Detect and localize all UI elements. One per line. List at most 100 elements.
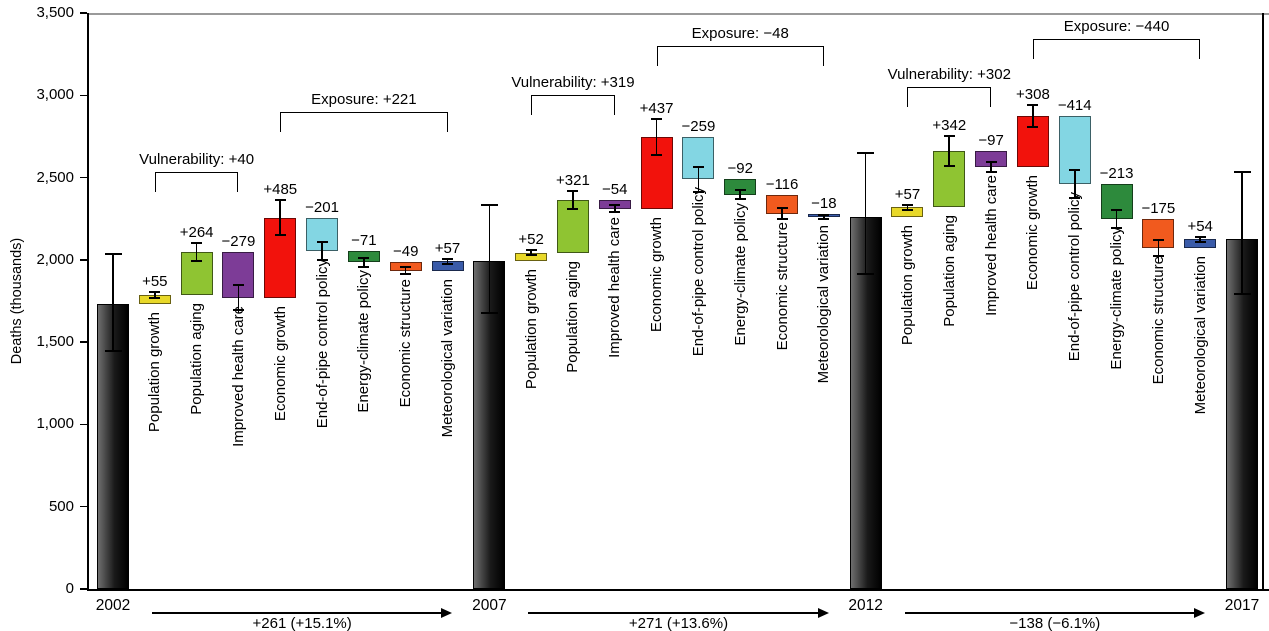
year-error-bar-cap: [1233, 293, 1251, 296]
factor-error-bar: [906, 204, 909, 210]
factor-error-bar-cap: [818, 217, 830, 220]
year-error-bar: [112, 254, 114, 352]
year-error-bar-cap: [480, 311, 498, 314]
exposure-bracket: [280, 112, 448, 132]
year-error-bar-cap: [857, 273, 875, 275]
year-label: 2002: [95, 597, 131, 614]
factor-name-label: Population growth: [522, 269, 540, 390]
factor-error-bar-cap: [567, 189, 579, 192]
year-label: 2007: [472, 597, 507, 614]
y-tick: [80, 12, 87, 14]
factor-error-bar-cap: [1069, 169, 1081, 172]
factor-name-label: Improved health care: [606, 216, 624, 358]
factor-error-bar-cap: [1111, 227, 1123, 230]
factor-error-bar-cap: [734, 198, 746, 201]
factor-error-bar: [697, 167, 700, 192]
factor-error-bar-cap: [901, 208, 913, 211]
y-tick-label: 1,000: [36, 415, 74, 433]
net-change-arrow: [904, 612, 1196, 614]
year-error-bar: [1241, 172, 1243, 295]
year-label: 2012: [848, 597, 883, 614]
exposure-label: Exposure: +221: [311, 91, 417, 108]
factor-error-bar-cap: [400, 272, 412, 275]
year-error-bar-cap: [480, 204, 498, 207]
factor-value-label: −175: [1141, 200, 1176, 218]
exposure-bracket: [656, 46, 824, 66]
factor-error-bar-cap: [316, 258, 328, 261]
plot-right-border: [1262, 13, 1264, 589]
year-error-bar: [864, 153, 867, 274]
factor-name-label: Population aging: [940, 215, 958, 327]
factor-error-bar: [655, 118, 658, 155]
factor-error-bar: [739, 189, 742, 200]
factor-error-bar: [990, 161, 992, 172]
factor-error-bar-cap: [692, 190, 704, 193]
factor-value-label: +437: [639, 99, 674, 117]
y-tick: [80, 505, 87, 508]
factor-error-bar-cap: [358, 257, 370, 260]
factor-error-bar-cap: [442, 262, 454, 265]
factor-error-bar-cap: [442, 257, 454, 260]
factor-value-label: +264: [179, 223, 214, 241]
factor-name-label: Energy-climate policy: [731, 202, 749, 346]
factor-error-bar-cap: [943, 164, 955, 167]
factor-value-label: −54: [602, 180, 628, 198]
net-change-label: +261 (+15.1%): [252, 615, 352, 631]
factor-error-bar: [1032, 105, 1034, 127]
factor-error-bar: [948, 136, 951, 166]
x-axis: [87, 589, 1269, 591]
y-tick: [80, 423, 87, 426]
factor-error-bar: [781, 207, 783, 220]
factor-error-bar-cap: [232, 308, 244, 311]
factor-name-label: Meteorological variation: [815, 224, 833, 383]
factor-value-label: −92: [727, 160, 753, 178]
year-error-bar-cap: [104, 253, 122, 256]
factor-value-label: −414: [1057, 97, 1092, 115]
factor-error-bar-cap: [1069, 197, 1081, 200]
factor-error-bar: [446, 258, 449, 264]
factor-value-label: −116: [765, 175, 799, 193]
year-bar: [849, 216, 882, 589]
factor-error-bar-cap: [274, 234, 286, 236]
year-error-bar-cap: [857, 152, 875, 155]
factor-error-bar-cap: [1194, 235, 1206, 238]
factor-error-bar: [1115, 210, 1118, 229]
year-error-bar-cap: [104, 350, 122, 353]
factor-name-label: Population growth: [898, 224, 916, 345]
factor-name-label: Economic growth: [271, 305, 289, 421]
factor-name-label: End-of-pipe control policy: [313, 258, 331, 429]
y-axis-title: Deaths (thousands): [9, 237, 25, 365]
y-tick-label: 0: [65, 580, 74, 597]
factor-error-bar: [363, 258, 365, 267]
factor-error-bar: [572, 190, 574, 209]
factor-error-bar-cap: [1111, 209, 1123, 212]
y-tick-label: 2,500: [36, 168, 74, 186]
year-error-bar-cap: [1233, 171, 1251, 174]
factor-value-label: +57: [894, 185, 921, 203]
factor-value-label: −213: [1099, 165, 1134, 183]
factor-value-label: +54: [1187, 217, 1213, 235]
factor-error-bar-cap: [734, 188, 746, 191]
factor-name-label: Population aging: [188, 303, 206, 415]
factor-value-label: +308: [1016, 86, 1050, 104]
year-bar: [473, 261, 506, 589]
factor-value-label: +321: [556, 171, 590, 189]
vulnerability-bracket: [154, 172, 239, 192]
factor-error-bar-cap: [609, 204, 621, 207]
factor-name-label: Improved health care: [982, 174, 1000, 316]
factor-error-bar-cap: [149, 297, 161, 300]
factor-error-bar-cap: [316, 240, 328, 243]
factor-name-label: Population aging: [564, 260, 582, 373]
net-change-arrow: [152, 612, 444, 614]
factor-error-bar-cap: [358, 265, 370, 268]
factor-error-bar-cap: [985, 170, 997, 173]
factor-value-label: −18: [811, 194, 837, 212]
factor-error-bar-cap: [1027, 125, 1039, 128]
factor-value-label: −71: [351, 231, 377, 249]
y-tick-label: 1,500: [36, 333, 74, 351]
y-tick: [80, 588, 87, 590]
factor-error-bar-cap: [232, 284, 244, 287]
factor-error-bar-cap: [943, 135, 955, 138]
factor-error-bar-cap: [191, 241, 203, 244]
